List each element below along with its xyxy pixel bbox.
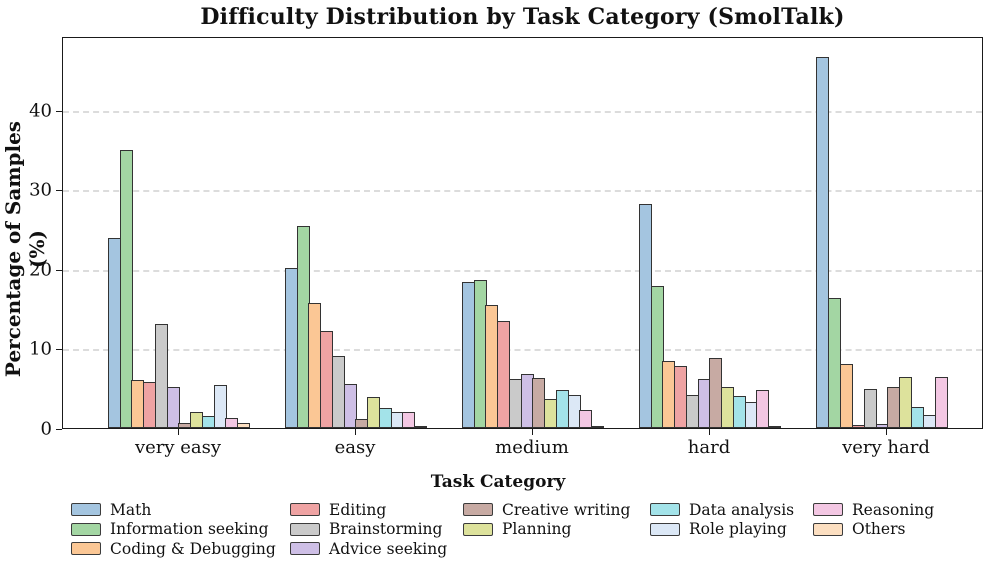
legend-swatch-icon [463, 503, 493, 517]
legend-item-others: Others [813, 520, 934, 540]
bar-role-playing-very-easy [213, 385, 227, 428]
legend-swatch-icon [290, 522, 320, 536]
legend-item-reasoning: Reasoning [813, 500, 934, 520]
gridline-20 [63, 269, 982, 272]
legend-swatch-icon [813, 522, 843, 536]
y-tick-label-10: 10 [29, 338, 52, 360]
legend-label: Math [110, 500, 152, 519]
chart-title: Difficulty Distribution by Task Category… [200, 4, 845, 30]
bar-advice-seeking-very-easy [166, 387, 180, 428]
bar-others-very-easy [237, 423, 250, 428]
legend-label: Creative writing [502, 500, 631, 519]
legend-label: Editing [329, 500, 387, 519]
x-tick-mark [709, 429, 710, 435]
bar-information-seeking-very-hard [827, 298, 841, 428]
x-tick-mark [178, 429, 179, 435]
legend-swatch-icon [813, 503, 843, 517]
bar-editing-medium [497, 321, 511, 428]
y-tick-label-20: 20 [29, 259, 52, 281]
x-tick-label-hard: hard [687, 437, 731, 458]
bar-reasoning-medium [579, 410, 593, 428]
bar-planning-very-hard [899, 377, 913, 428]
x-tick-mark [355, 429, 356, 435]
bar-math-very-hard [816, 57, 830, 428]
bar-others-medium [591, 426, 604, 428]
y-tick-label-30: 30 [29, 179, 52, 201]
legend-label: Coding & Debugging [110, 539, 276, 558]
legend-label: Advice seeking [329, 539, 448, 558]
legend-item-creative-writing: Creative writing [463, 500, 630, 520]
legend-label: Role playing [689, 520, 787, 539]
y-tick-label-0: 0 [40, 418, 52, 440]
x-tick-label-very-easy: very easy [134, 437, 222, 458]
legend-item-editing: Editing [290, 500, 447, 520]
legend-item-planning: Planning [463, 520, 630, 540]
legend-column-4: Data analysis Role playing [650, 500, 794, 539]
legend-swatch-icon [71, 542, 101, 556]
y-tick-mark [56, 349, 62, 351]
legend-swatch-icon [71, 503, 101, 517]
bar-others-hard [768, 426, 781, 428]
legend-label: Reasoning [852, 500, 935, 519]
y-tick-mark [56, 429, 62, 430]
legend-swatch-icon [463, 522, 493, 536]
bar-group-medium [462, 38, 604, 428]
y-tick-mark [56, 110, 62, 112]
x-tick-label-very-hard: very hard [842, 437, 930, 458]
legend-swatch-icon [650, 522, 680, 536]
legend-swatch-icon [290, 542, 320, 556]
legend-item-role-playing: Role playing [650, 520, 794, 540]
bar-advice-seeking-easy [343, 384, 357, 428]
legend-item-brainstorming: Brainstorming [290, 520, 447, 540]
legend-swatch-icon [71, 522, 101, 536]
legend-swatch-icon [650, 503, 680, 517]
bar-reasoning-easy [402, 412, 416, 428]
bar-information-seeking-very-easy [119, 150, 133, 428]
y-tick-label-40: 40 [29, 100, 52, 122]
x-axis-title: Task Category [430, 472, 566, 492]
x-tick-label-easy: easy [334, 437, 376, 458]
bar-group-very-hard [816, 38, 958, 428]
bar-group-easy [285, 38, 427, 428]
legend-column-3: Creative writing Planning [463, 500, 630, 539]
bar-reasoning-hard [756, 390, 770, 428]
bar-others-easy [414, 426, 427, 428]
legend-label: Others [852, 520, 906, 539]
legend-label: Information seeking [110, 520, 269, 539]
y-tick-mark [56, 269, 62, 271]
bar-brainstorming-very-hard [863, 389, 877, 428]
bar-reasoning-very-hard [935, 377, 949, 428]
legend-item-information-seeking: Information seeking [71, 520, 276, 540]
legend-column-2: Editing Brainstorming Advice seeking [290, 500, 447, 559]
gridline-40 [63, 110, 982, 113]
bar-group-very-easy [108, 38, 250, 428]
bar-brainstorming-very-easy [154, 324, 168, 428]
y-tick-mark [56, 190, 62, 192]
x-tick-mark [532, 429, 533, 435]
gridline-30 [63, 190, 982, 193]
legend-item-coding-debugging: Coding & Debugging [71, 539, 276, 559]
legend-item-data-analysis: Data analysis [650, 500, 794, 520]
bar-coding-debugging-very-hard [839, 364, 853, 428]
gridline-10 [63, 349, 982, 352]
legend-item-math: Math [71, 500, 276, 520]
plot-area [62, 37, 983, 429]
legend-column-1: Math Information seeking Coding & Debuggin… [71, 500, 276, 559]
x-tick-label-medium: medium [495, 437, 569, 458]
legend-label: Data analysis [689, 500, 795, 519]
legend-label: Planning [502, 520, 572, 539]
bar-group-hard [639, 38, 781, 428]
legend-swatch-icon [290, 503, 320, 517]
x-tick-mark [886, 429, 887, 435]
legend-label: Brainstorming [329, 520, 443, 539]
bar-information-seeking-hard [650, 286, 664, 428]
legend-column-5: Reasoning Others [813, 500, 934, 539]
legend-item-advice-seeking: Advice seeking [290, 539, 447, 559]
